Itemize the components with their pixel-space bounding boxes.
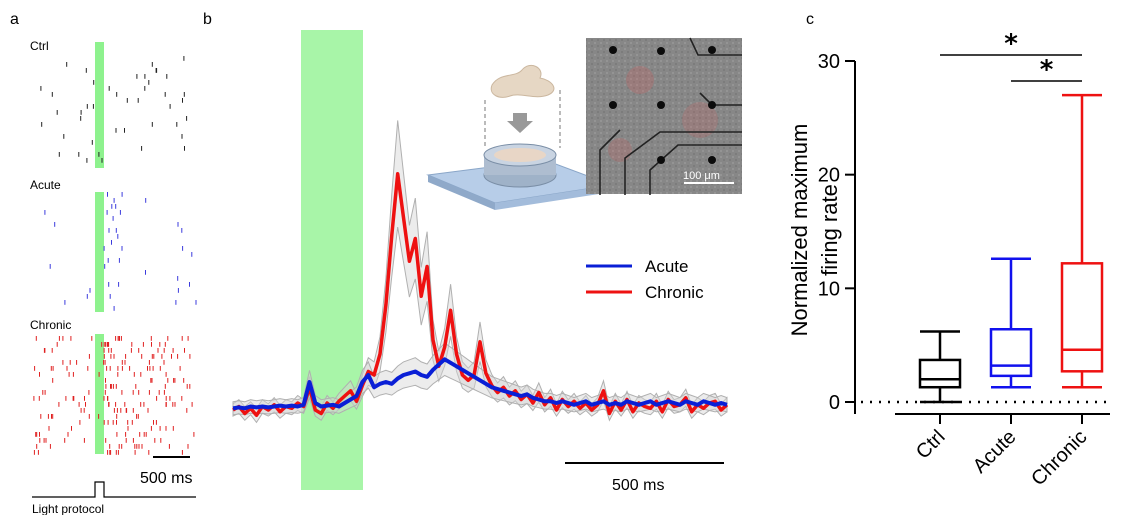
significance-star: * bbox=[1004, 29, 1018, 59]
panel-c-letter: c bbox=[806, 11, 814, 28]
y-tick-label: 20 bbox=[818, 165, 840, 187]
inset-scale-label: 100 μm bbox=[683, 170, 720, 182]
box-acute bbox=[989, 328, 1033, 378]
y-axis-label-part2: firing rate bbox=[817, 184, 842, 276]
raster-chronic bbox=[33, 336, 195, 455]
raster-label-acute: Acute bbox=[30, 178, 61, 192]
x-tick-label-chronic: Chronic bbox=[1027, 426, 1091, 490]
panel-b-scale-label: 500 ms bbox=[612, 477, 664, 494]
y-axis-label-line2: firing rate bbox=[817, 184, 842, 276]
light-protocol-label: Light protocol bbox=[32, 502, 104, 515]
y-tick-label: 0 bbox=[829, 392, 840, 414]
light-protocol-trace bbox=[32, 481, 196, 498]
light-stimulus-band-chronic bbox=[95, 334, 104, 454]
significance-star: * bbox=[1040, 55, 1054, 85]
legend-label-chronic: Chronic bbox=[645, 283, 704, 302]
light-stimulus-band-ctrl bbox=[95, 42, 104, 168]
raster-label-chronic: Chronic bbox=[30, 318, 71, 332]
psth-line-chronic bbox=[232, 172, 729, 418]
panel-b: b bbox=[203, 11, 742, 494]
y-tick-label: 10 bbox=[818, 278, 840, 300]
box-plot: 0 10 20 30 Ctrl Acute Chronic * * bbox=[818, 29, 1112, 490]
x-tick-label-acute: Acute bbox=[969, 426, 1021, 478]
box-ctrl bbox=[918, 358, 962, 389]
raster-label-ctrl: Ctrl bbox=[30, 39, 49, 53]
psth-plot bbox=[232, 120, 729, 424]
y-axis-label-part1: Normalized maximum bbox=[787, 124, 812, 337]
legend-label-acute: Acute bbox=[645, 257, 688, 276]
panel-a-letter: a bbox=[10, 11, 19, 28]
device-schematic bbox=[426, 65, 614, 210]
legend: Acute Chronic bbox=[586, 257, 704, 302]
panel-b-letter: b bbox=[203, 11, 212, 28]
raster-acute bbox=[44, 192, 197, 311]
y-tick-label: 30 bbox=[818, 51, 840, 73]
panel-a: a Ctrl Acute Chronic 500 ms Light protoc… bbox=[10, 11, 197, 515]
x-tick-label-ctrl: Ctrl bbox=[912, 426, 950, 464]
light-stimulus-band bbox=[301, 30, 363, 490]
microscopy-inset: 100 μm bbox=[586, 37, 742, 195]
box-chronic bbox=[1060, 262, 1104, 373]
y-axis-label-line1: Normalized maximum bbox=[787, 124, 812, 337]
panel-c: c Normalized maximum firing rate 0 10 20 30… bbox=[787, 11, 1112, 490]
psth-line-acute bbox=[232, 357, 728, 411]
panel-a-scale-label: 500 ms bbox=[140, 470, 192, 487]
raster-ctrl bbox=[40, 56, 188, 163]
light-stimulus-band-acute bbox=[95, 192, 104, 312]
